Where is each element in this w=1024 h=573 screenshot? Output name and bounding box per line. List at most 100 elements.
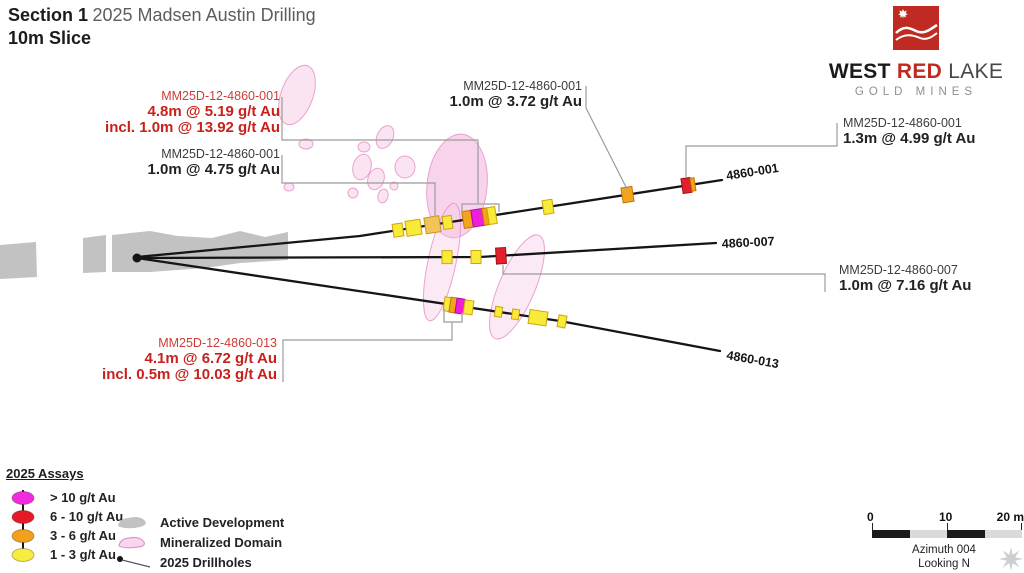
assay-annotation-001a: MM25D-12-4860-001 4.8m @ 5.19 g/t Au inc… xyxy=(105,89,280,137)
assay-value: 1.3m @ 4.99 g/t Au xyxy=(843,129,976,147)
assay-value: 1.0m @ 7.16 g/t Au xyxy=(839,276,972,294)
active-development-shape xyxy=(83,235,106,273)
drillhole-label-4860-013: 4860-013 xyxy=(725,348,780,371)
assay-value-incl: incl. 0.5m @ 10.03 g/t Au xyxy=(102,366,277,384)
logo-wave-icon xyxy=(895,23,938,34)
assay-value: 1.0m @ 3.72 g/t Au xyxy=(449,92,582,110)
scale-tick-mark xyxy=(872,523,873,531)
legend-item-3-6: 3 - 6 g/t Au xyxy=(6,526,123,545)
drillhole-label-4860-007: 4860-007 xyxy=(721,234,775,251)
active-development-shape xyxy=(0,242,37,279)
assay-puck-magenta-icon xyxy=(11,490,35,505)
assay-interval-y xyxy=(391,222,405,238)
interval-bracket xyxy=(443,308,463,323)
mineralized-domain xyxy=(357,141,371,153)
legend-item-1-3: 1 - 3 g/t Au xyxy=(6,545,123,564)
scale-tick-mark xyxy=(1021,523,1022,531)
assay-annotation-007: MM25D-12-4860-007 1.0m @ 7.16 g/t Au xyxy=(839,263,972,294)
assay-puck-yellow-icon xyxy=(11,547,35,562)
assay-interval-o xyxy=(620,185,635,204)
hole-id-label: MM25D-12-4860-001 xyxy=(843,116,962,130)
legend-item-domain: Mineralized Domain xyxy=(112,532,284,552)
legend-item-drillholes: 2025 Drillholes xyxy=(112,552,284,572)
azimuth-label: Azimuth 004 xyxy=(912,544,976,556)
assay-interval-ol xyxy=(423,215,442,235)
mineralized-domain xyxy=(298,138,314,150)
slice-subtitle: 10m Slice xyxy=(8,28,92,49)
legend-label: Active Development xyxy=(160,514,285,530)
hole-id-label: MM25D-12-4860-001 xyxy=(463,79,582,93)
section-title: Section 1 xyxy=(8,5,89,25)
mineralized-domain xyxy=(367,167,385,191)
scale-tick-mark xyxy=(947,523,948,531)
leader-line xyxy=(585,86,628,190)
legend-label: 2025 Drillholes xyxy=(160,554,252,570)
logo-word-red: RED xyxy=(896,60,943,83)
assay-legend: 2025 Assays > 10 g/t Au 6 - 10 g/t Au 3 … xyxy=(6,466,123,564)
leader-line xyxy=(685,123,838,177)
assay-interval-y xyxy=(404,218,423,237)
assay-puck-red-icon xyxy=(11,509,35,524)
scale-bar-segments xyxy=(872,530,1022,538)
assay-interval-y xyxy=(441,214,454,231)
assay-annotation-001b: MM25D-12-4860-001 1.0m @ 4.75 g/t Au xyxy=(147,147,280,178)
drillhole-collar xyxy=(132,253,142,263)
legend-label: Mineralized Domain xyxy=(160,534,283,550)
logo-tagline: GOLD MINES xyxy=(854,86,978,98)
assay-interval-y xyxy=(493,305,504,318)
feature-legend: Active Development Mineralized Domain 20… xyxy=(112,512,284,572)
section-title-rest: 2025 Madsen Austin Drilling xyxy=(92,5,316,25)
assay-interval-y xyxy=(470,249,482,265)
legend-label: 1 - 3 g/t Au xyxy=(50,547,116,562)
scale-tick-20: 20 m xyxy=(996,510,1024,524)
assay-interval-y xyxy=(486,205,498,226)
assay-interval-y xyxy=(441,250,453,265)
assay-interval-y xyxy=(510,308,521,321)
logo-wave2-icon xyxy=(895,32,938,41)
leader-line xyxy=(281,97,479,204)
mineralized-domain xyxy=(394,155,416,179)
hole-id-label: MM25D-12-4860-001 xyxy=(161,89,280,103)
logo-word-west: WEST xyxy=(828,60,891,83)
assay-value: 4.1m @ 6.72 g/t Au xyxy=(144,349,277,367)
page-title: Section 1 2025 Madsen Austin Drilling 10… xyxy=(8,4,316,51)
mineralized-domain xyxy=(283,182,295,192)
legend-label: 6 - 10 g/t Au xyxy=(50,509,124,524)
mineralized-domain xyxy=(377,188,389,204)
drillhole-trace-4860-001 xyxy=(135,178,724,259)
compass-rose-icon xyxy=(999,547,1023,571)
legend-item-gt10: > 10 g/t Au xyxy=(6,488,123,507)
assay-interval-y xyxy=(541,198,555,216)
assay-interval-y xyxy=(527,308,549,327)
legend-item-6-10: 6 - 10 g/t Au xyxy=(6,507,123,526)
scale-tick-10: 10 xyxy=(939,510,953,524)
scale-tick-0: 0 xyxy=(867,510,874,524)
development-blob-icon xyxy=(118,516,146,528)
assay-interval-o xyxy=(689,177,697,192)
legend-drillhole-line xyxy=(22,490,24,560)
assay-annotation-013: MM25D-12-4860-013 4.1m @ 6.72 g/t Au inc… xyxy=(102,336,277,384)
assay-annotation-001d: MM25D-12-4860-001 1.3m @ 4.99 g/t Au xyxy=(843,116,976,147)
leader-line xyxy=(282,322,453,382)
legend-title: 2025 Assays xyxy=(6,466,84,481)
assay-value-incl: incl. 1.0m @ 13.92 g/t Au xyxy=(105,119,280,137)
mineralized-domain xyxy=(278,64,316,126)
hole-id-label: MM25D-12-4860-007 xyxy=(839,263,958,277)
mineralized-blob-icon xyxy=(118,536,145,548)
looking-direction-label: Looking N xyxy=(918,558,970,570)
scale-bar: 0 10 20 m Azimuth 004 Looking N xyxy=(864,508,1024,570)
drillhole-label-4860-001: 4860-001 xyxy=(725,161,779,183)
logo-word-lake: LAKE xyxy=(948,60,1004,83)
legend-label: > 10 g/t Au xyxy=(50,490,116,505)
interval-bracket xyxy=(461,203,500,212)
logo-mark-icon xyxy=(893,6,939,50)
assay-value: 1.0m @ 4.75 g/t Au xyxy=(147,160,280,178)
assay-interval-r xyxy=(495,246,507,265)
assay-value: 4.8m @ 5.19 g/t Au xyxy=(147,102,280,120)
maple-leaf-icon xyxy=(898,9,908,19)
logo-wordmark: WEST RED LAKE xyxy=(814,60,1018,84)
mineralized-domain xyxy=(352,153,372,181)
mineralized-domain xyxy=(489,234,545,340)
